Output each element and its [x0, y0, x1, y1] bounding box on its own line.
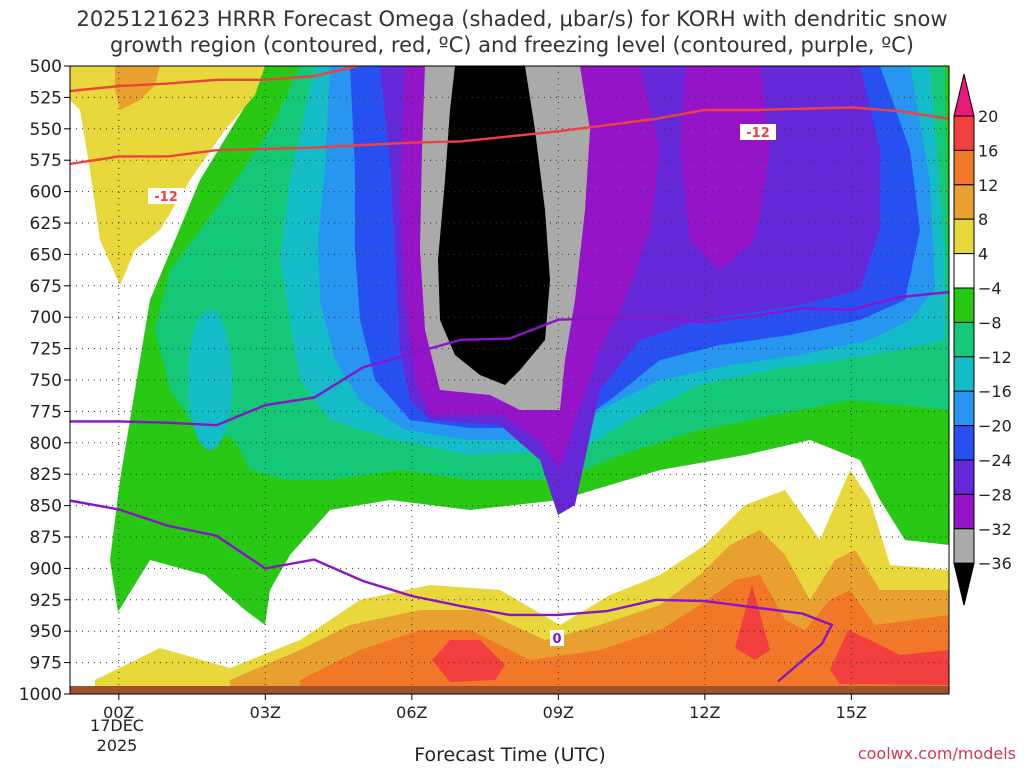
y-tick-label: 575: [30, 151, 62, 171]
credit-link[interactable]: coolwx.com/models: [857, 744, 1016, 763]
y-tick-label: 950: [30, 622, 62, 642]
y-tick-label: 650: [30, 245, 62, 265]
y-tick-label: 800: [30, 434, 62, 454]
omega-region-minus36-core: [438, 66, 550, 385]
date-label-year: 2025: [97, 736, 138, 755]
freezing-level-contour-upper: [70, 290, 949, 427]
contours: [70, 66, 949, 683]
y-tick-label: 600: [30, 183, 62, 203]
dgz-contour-label-2: -12: [746, 126, 770, 141]
colorbar-label: −20: [978, 417, 1012, 436]
colorbar-swatch: [953, 287, 975, 323]
colorbar-swatch: [953, 390, 975, 427]
freezing-contour-label: 0: [552, 632, 561, 647]
date-label-day: 17DEC: [90, 716, 144, 735]
y-axis: 500 525 550 575 600 625 650 675 700 725 750 775 800 8…: [19, 57, 70, 705]
freezing-level-contour-lower: [70, 499, 834, 683]
omega-lobe-minus28: [680, 66, 770, 270]
y-tick-label: 675: [30, 277, 62, 297]
y-tick-label: 775: [30, 402, 62, 422]
colorbar-swatch-max: [953, 73, 975, 117]
y-tick-label: 875: [30, 528, 62, 548]
x-tick-label: 03Z: [250, 703, 281, 722]
colorbar-label: −12: [978, 348, 1012, 367]
y-tick-label: 700: [30, 308, 62, 328]
dgz-upper-contour: [70, 66, 363, 93]
colorbar: 20 16 12 8 4 −4 −8 −12 −16 −20 −24 −28 −32 −36: [953, 73, 1012, 606]
omega-region-plus16-c: [830, 630, 949, 685]
y-tick-label: 850: [30, 497, 62, 517]
y-tick-label: 900: [30, 559, 62, 579]
y-tick-label: 625: [30, 214, 62, 234]
y-tick-label: 975: [30, 654, 62, 674]
colorbar-label: −36: [978, 554, 1012, 573]
dgz-contour-label-1: -12: [154, 190, 178, 205]
omega-region-plus8-upper: [115, 66, 160, 110]
x-tick-label: 00Z: [103, 703, 134, 722]
colorbar-swatch: [953, 493, 975, 530]
colorbar-swatch: [953, 321, 975, 358]
colorbar-swatch: [953, 356, 975, 392]
colorbar-label: −8: [978, 313, 1002, 332]
colorbar-swatch: [953, 149, 975, 186]
colorbar-label: 12: [978, 176, 998, 195]
colorbar-label: −4: [978, 279, 1002, 298]
colorbar-label: 4: [978, 245, 988, 264]
colorbar-swatch: [953, 459, 975, 495]
colorbar-label: 8: [978, 210, 988, 229]
dgz-minus12-contour: [70, 106, 949, 166]
colorbar-swatch: [953, 184, 975, 220]
colorbar-label: 20: [978, 107, 998, 126]
title-line-1: 2025121623 HRRR Forecast Omega (shaded, …: [76, 7, 948, 31]
y-tick-label: 525: [30, 88, 62, 108]
x-tick-label: 12Z: [689, 703, 720, 722]
x-tick-label: 15Z: [836, 703, 867, 722]
omega-island-minus12: [188, 310, 232, 450]
title-line-2: growth region (contoured, red, ºC) and f…: [110, 33, 914, 57]
colorbar-swatch: [953, 528, 975, 564]
omega-region-plus16-b: [735, 585, 770, 660]
dgz-label-bg-2: [740, 124, 776, 140]
y-tick-label: 825: [30, 465, 62, 485]
grid: [70, 66, 949, 694]
y-tick-label: 925: [30, 591, 62, 611]
colorbar-label: 16: [978, 141, 998, 160]
x-tick-label: 06Z: [396, 703, 427, 722]
colorbar-label: −24: [978, 451, 1012, 470]
y-tick-label: 500: [30, 57, 62, 77]
colorbar-label: −32: [978, 520, 1012, 539]
colorbar-swatch: [953, 253, 975, 289]
colorbar-swatch: [953, 115, 975, 151]
y-tick-label: 725: [30, 340, 62, 360]
dgz-label-bg-1: [148, 188, 184, 204]
freezing-label-bg: [550, 630, 564, 646]
x-tick-label: 09Z: [543, 703, 574, 722]
y-tick-label: 750: [30, 371, 62, 391]
ground-strip: [70, 686, 949, 694]
omega-shading: [70, 66, 949, 694]
colorbar-label: −28: [978, 485, 1012, 504]
x-axis-label: Forecast Time (UTC): [414, 744, 606, 766]
y-tick-label: 1000: [19, 685, 62, 705]
chart-title: 2025121623 HRRR Forecast Omega (shaded, …: [0, 6, 1024, 58]
x-axis: 00Z 03Z 06Z 09Z 12Z 15Z: [103, 694, 867, 722]
y-tick-label: 550: [30, 120, 62, 140]
omega-region-plus16-a: [432, 640, 505, 682]
colorbar-swatch: [953, 425, 975, 461]
colorbar-swatch: [953, 218, 975, 255]
colorbar-label: −16: [978, 382, 1012, 401]
colorbar-swatch-min: [953, 562, 975, 606]
